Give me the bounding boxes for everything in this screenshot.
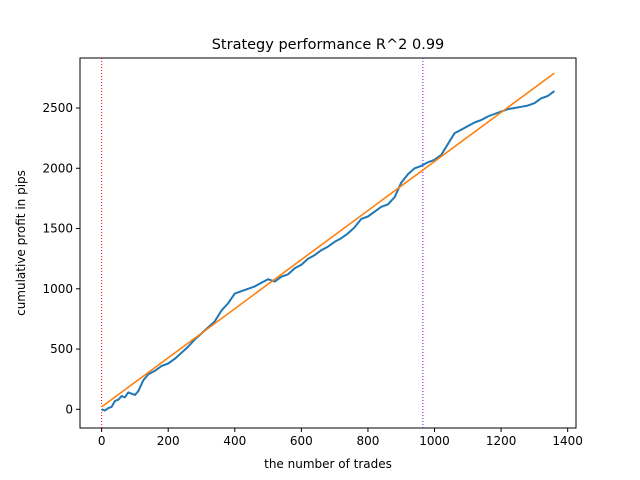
y-tick-label: 1500 — [42, 222, 73, 236]
chart-title: Strategy performance R^2 0.99 — [212, 37, 445, 53]
x-tick-label: 1200 — [486, 434, 517, 448]
y-tick-label: 500 — [50, 342, 73, 356]
x-tick-label: 0 — [98, 434, 106, 448]
x-tick-label: 400 — [223, 434, 246, 448]
fit-trend-line — [101, 72, 555, 408]
y-tick-label: 2000 — [42, 161, 73, 175]
x-tick-label: 800 — [356, 434, 379, 448]
y-tick-label: 2500 — [42, 101, 73, 115]
x-tick-label: 200 — [157, 434, 180, 448]
x-tick-label: 600 — [290, 434, 313, 448]
profit-curve-line — [101, 90, 555, 412]
plot-frame — [79, 57, 577, 429]
x-axis-label: the number of trades — [264, 457, 392, 471]
y-tick-label: 0 — [65, 402, 73, 416]
y-axis-label: cumulative profit in pips — [14, 170, 28, 316]
y-tick-label: 1000 — [42, 282, 73, 296]
x-tick-label: 1400 — [552, 434, 583, 448]
x-tick-label: 1000 — [419, 434, 450, 448]
